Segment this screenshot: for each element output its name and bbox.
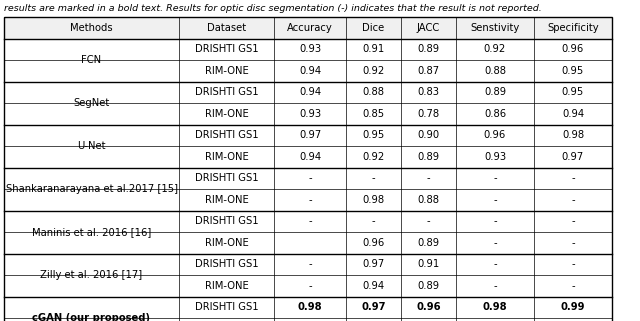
Text: 0.86: 0.86 — [484, 109, 506, 119]
Text: 0.78: 0.78 — [417, 109, 440, 119]
Text: -: - — [493, 259, 497, 269]
Text: -: - — [493, 216, 497, 226]
Text: 0.98: 0.98 — [562, 130, 584, 140]
Text: 0.91: 0.91 — [362, 44, 385, 54]
Text: -: - — [308, 281, 312, 291]
Text: 0.97: 0.97 — [362, 259, 385, 269]
Bar — [4, 17, 612, 39]
Text: 0.87: 0.87 — [417, 66, 440, 76]
Text: -: - — [427, 173, 430, 183]
Text: DRISHTI GS1: DRISHTI GS1 — [195, 259, 259, 269]
Text: 0.96: 0.96 — [416, 302, 441, 312]
Text: -: - — [571, 173, 575, 183]
Text: DRISHTI GS1: DRISHTI GS1 — [195, 44, 259, 54]
Text: RIM-ONE: RIM-ONE — [205, 109, 248, 119]
Text: -: - — [427, 216, 430, 226]
Text: -: - — [493, 238, 497, 248]
Text: -: - — [571, 281, 575, 291]
Text: -: - — [493, 195, 497, 205]
Text: 0.98: 0.98 — [483, 302, 508, 312]
Text: 0.94: 0.94 — [299, 87, 321, 97]
Text: 0.89: 0.89 — [417, 152, 440, 162]
Text: DRISHTI GS1: DRISHTI GS1 — [195, 173, 259, 183]
Text: 0.89: 0.89 — [484, 87, 506, 97]
Text: 0.94: 0.94 — [299, 152, 321, 162]
Text: -: - — [571, 238, 575, 248]
Text: 0.88: 0.88 — [362, 87, 385, 97]
Text: Dataset: Dataset — [207, 23, 246, 33]
Text: FCN: FCN — [81, 55, 102, 65]
Text: 0.89: 0.89 — [417, 238, 440, 248]
Text: 0.92: 0.92 — [362, 152, 385, 162]
Text: Accuracy: Accuracy — [287, 23, 333, 33]
Text: 0.92: 0.92 — [362, 66, 385, 76]
Text: 0.94: 0.94 — [362, 281, 385, 291]
Text: 0.90: 0.90 — [417, 130, 440, 140]
Text: 0.89: 0.89 — [417, 44, 440, 54]
Text: -: - — [372, 216, 375, 226]
Text: -: - — [308, 259, 312, 269]
Text: 0.83: 0.83 — [417, 87, 440, 97]
Text: 0.95: 0.95 — [362, 130, 385, 140]
Text: -: - — [493, 173, 497, 183]
Text: 0.94: 0.94 — [299, 66, 321, 76]
Text: Methods: Methods — [70, 23, 113, 33]
Text: 0.99: 0.99 — [561, 302, 585, 312]
Text: -: - — [493, 281, 497, 291]
Text: results are marked in a bold text. Results for optic disc segmentation (-) indic: results are marked in a bold text. Resul… — [4, 4, 541, 13]
Text: -: - — [372, 173, 375, 183]
Text: Shankaranarayana et al.2017 [15]: Shankaranarayana et al.2017 [15] — [6, 184, 177, 194]
Text: -: - — [308, 195, 312, 205]
Text: RIM-ONE: RIM-ONE — [205, 238, 248, 248]
Text: RIM-ONE: RIM-ONE — [205, 66, 248, 76]
Text: DRISHTI GS1: DRISHTI GS1 — [195, 130, 259, 140]
Text: RIM-ONE: RIM-ONE — [205, 281, 248, 291]
Text: 0.96: 0.96 — [484, 130, 506, 140]
Text: DRISHTI GS1: DRISHTI GS1 — [195, 216, 259, 226]
Text: 0.91: 0.91 — [417, 259, 440, 269]
Text: 0.93: 0.93 — [484, 152, 506, 162]
Text: -: - — [571, 195, 575, 205]
Text: 0.85: 0.85 — [362, 109, 385, 119]
Text: 0.88: 0.88 — [417, 195, 440, 205]
Text: 0.92: 0.92 — [484, 44, 506, 54]
Text: 0.89: 0.89 — [417, 281, 440, 291]
Text: 0.93: 0.93 — [299, 109, 321, 119]
Text: 0.96: 0.96 — [562, 44, 584, 54]
Text: Specificity: Specificity — [547, 23, 599, 33]
Text: 0.95: 0.95 — [562, 66, 584, 76]
Text: Senstivity: Senstivity — [470, 23, 520, 33]
Text: RIM-ONE: RIM-ONE — [205, 152, 248, 162]
Text: 0.98: 0.98 — [362, 195, 385, 205]
Text: Zilly et al. 2016 [17]: Zilly et al. 2016 [17] — [40, 270, 143, 280]
Text: 0.97: 0.97 — [299, 130, 321, 140]
Text: JACC: JACC — [417, 23, 440, 33]
Text: 0.95: 0.95 — [562, 87, 584, 97]
Text: cGAN (our proposed): cGAN (our proposed) — [33, 313, 150, 321]
Text: -: - — [571, 216, 575, 226]
Text: 0.94: 0.94 — [562, 109, 584, 119]
Text: RIM-ONE: RIM-ONE — [205, 195, 248, 205]
Text: Maninis et al. 2016 [16]: Maninis et al. 2016 [16] — [32, 227, 151, 237]
Text: 0.88: 0.88 — [484, 66, 506, 76]
Text: 0.98: 0.98 — [298, 302, 323, 312]
Text: U-Net: U-Net — [77, 141, 106, 151]
Text: Dice: Dice — [362, 23, 385, 33]
Text: SegNet: SegNet — [74, 98, 109, 108]
Text: -: - — [571, 259, 575, 269]
Text: 0.93: 0.93 — [299, 44, 321, 54]
Text: -: - — [308, 216, 312, 226]
Text: 0.97: 0.97 — [361, 302, 386, 312]
Text: 0.96: 0.96 — [362, 238, 385, 248]
Text: 0.97: 0.97 — [562, 152, 584, 162]
Text: DRISHTI GS1: DRISHTI GS1 — [195, 87, 259, 97]
Text: -: - — [308, 173, 312, 183]
Text: DRISHTI GS1: DRISHTI GS1 — [195, 302, 259, 312]
